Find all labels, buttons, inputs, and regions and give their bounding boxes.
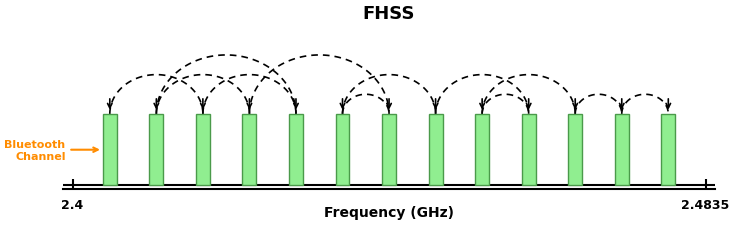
Bar [614,115,628,186]
Text: FHSS: FHSS [363,5,415,22]
Text: 2.4: 2.4 [62,198,84,211]
Bar [475,115,489,186]
Bar [243,115,257,186]
Bar [103,115,117,186]
Bar [289,115,303,186]
Bar [522,115,536,186]
Bar [568,115,582,186]
Bar [429,115,442,186]
Bar [382,115,396,186]
Text: 2.4835: 2.4835 [681,198,730,211]
Text: Bluetooth
Channel: Bluetooth Channel [4,139,98,161]
Bar [336,115,349,186]
Bar [196,115,210,186]
Bar [149,115,163,186]
Text: Frequency (GHz): Frequency (GHz) [324,206,454,220]
Bar [662,115,675,186]
